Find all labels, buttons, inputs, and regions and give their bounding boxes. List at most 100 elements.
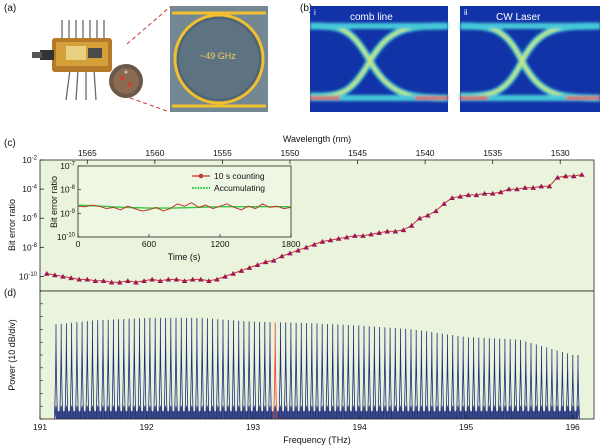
ber-point — [352, 233, 358, 238]
inset-series — [77, 202, 292, 212]
comb-line — [414, 329, 419, 420]
accumulating-line — [77, 204, 291, 209]
comb-line — [565, 353, 570, 420]
ber-point — [506, 186, 512, 192]
comb-line — [351, 325, 356, 420]
package-photo — [32, 20, 143, 101]
comb-line — [221, 319, 225, 420]
comb-line — [127, 318, 131, 420]
comb-line — [482, 337, 486, 420]
inset-legend: 10 s counting Accumulating — [192, 171, 265, 193]
comb-line — [393, 328, 398, 420]
ber-point — [303, 244, 309, 250]
ring-micrograph — [170, 6, 268, 112]
ber-point — [222, 273, 228, 279]
comb-line — [492, 338, 497, 420]
ber-point — [100, 278, 107, 284]
wavelength-tick-label: 1555 — [213, 148, 232, 158]
comb-line — [320, 323, 325, 420]
comb-line — [398, 328, 403, 420]
comb-line — [304, 322, 309, 420]
eye-diagram-comb-line — [310, 6, 449, 112]
ber-point — [335, 236, 342, 241]
comb-line — [142, 317, 147, 420]
comb-line — [383, 327, 387, 420]
ber-point — [149, 276, 155, 282]
comb-line — [576, 354, 580, 420]
frequency-tick-label: 194 — [353, 422, 367, 432]
comb-line — [487, 338, 492, 420]
comb-line — [111, 319, 116, 420]
ber-point — [76, 276, 82, 282]
ber-point — [43, 270, 50, 276]
ber-point — [141, 278, 147, 284]
ber-point — [230, 270, 237, 276]
eye-right-index: ii — [464, 8, 468, 17]
comb-line — [377, 326, 382, 420]
comb-line — [356, 325, 361, 420]
ber-point — [214, 276, 220, 282]
eye-right-label: CW Laser — [496, 12, 541, 23]
ber-point — [262, 259, 269, 265]
comb-line — [497, 338, 502, 420]
comb-line — [137, 318, 142, 420]
ber-point — [295, 247, 301, 253]
comb-line — [508, 339, 513, 420]
inset-ber-tick-label: 10-7 — [60, 161, 75, 171]
comb-line — [101, 319, 105, 420]
wavelength-tick-label: 1535 — [483, 148, 502, 158]
comb-line — [346, 324, 351, 420]
comb-line — [367, 326, 372, 420]
comb-line — [283, 322, 288, 420]
ber-point — [579, 171, 585, 177]
comb-line — [179, 317, 184, 420]
comb-line — [362, 325, 366, 420]
inset-time-tick-label: 0 — [76, 239, 81, 249]
comb-line — [90, 320, 95, 420]
wavelength-axis: 1565 1560 1555 1550 1545 1540 1535 1530 — [78, 148, 570, 164]
panel-label-c: (c) — [4, 138, 16, 149]
ber-tick-label: 10-4 — [22, 184, 37, 194]
ber-point — [116, 279, 123, 285]
comb-line — [184, 317, 189, 420]
comb-line — [539, 345, 544, 420]
ber-point — [270, 257, 277, 263]
comb-line — [419, 330, 424, 420]
comb-line — [409, 329, 413, 420]
frequency-tick-label: 191 — [33, 422, 47, 432]
wavelength-tick-label: 1550 — [281, 148, 300, 158]
comb-line — [570, 354, 575, 420]
comb-line — [471, 337, 476, 420]
frequency-axis-title: Frequency (THz) — [283, 435, 351, 445]
wavelength-tick-label: 1530 — [551, 148, 570, 158]
comb-line — [106, 319, 111, 420]
comb-line — [236, 320, 241, 420]
ber-tick-label: 10-10 — [19, 271, 38, 281]
ber-axis-title: Bit error ratio — [7, 199, 17, 251]
comb-line — [231, 320, 236, 420]
frequency-axis: 191 192 193 194 195 196 — [33, 415, 580, 432]
inset-time-tick-label: 1800 — [282, 239, 301, 249]
ber-point — [133, 279, 139, 285]
ber-point — [165, 276, 172, 282]
wavelength-axis-title: Wavelength (nm) — [283, 134, 351, 144]
power-axis-title: Power (10 dB/div) — [7, 319, 17, 391]
comb-line — [195, 317, 199, 420]
inset-ber-tick-label: 10-8 — [60, 185, 75, 195]
ber-point — [327, 237, 334, 243]
comb-line — [252, 321, 257, 420]
comb-line — [121, 318, 126, 420]
ber-point — [368, 231, 374, 237]
ber-point — [416, 215, 423, 221]
comb-line — [330, 324, 335, 420]
inset-time-axis-title: Time (s) — [168, 252, 201, 262]
comb-line — [440, 333, 445, 420]
comb-line — [429, 332, 434, 420]
ber-point — [514, 186, 520, 192]
ber-point — [279, 253, 285, 259]
ber-point — [108, 279, 115, 285]
inset-time-tick-label: 1200 — [211, 239, 230, 249]
comb-line — [64, 323, 69, 420]
ber-point — [238, 268, 245, 273]
